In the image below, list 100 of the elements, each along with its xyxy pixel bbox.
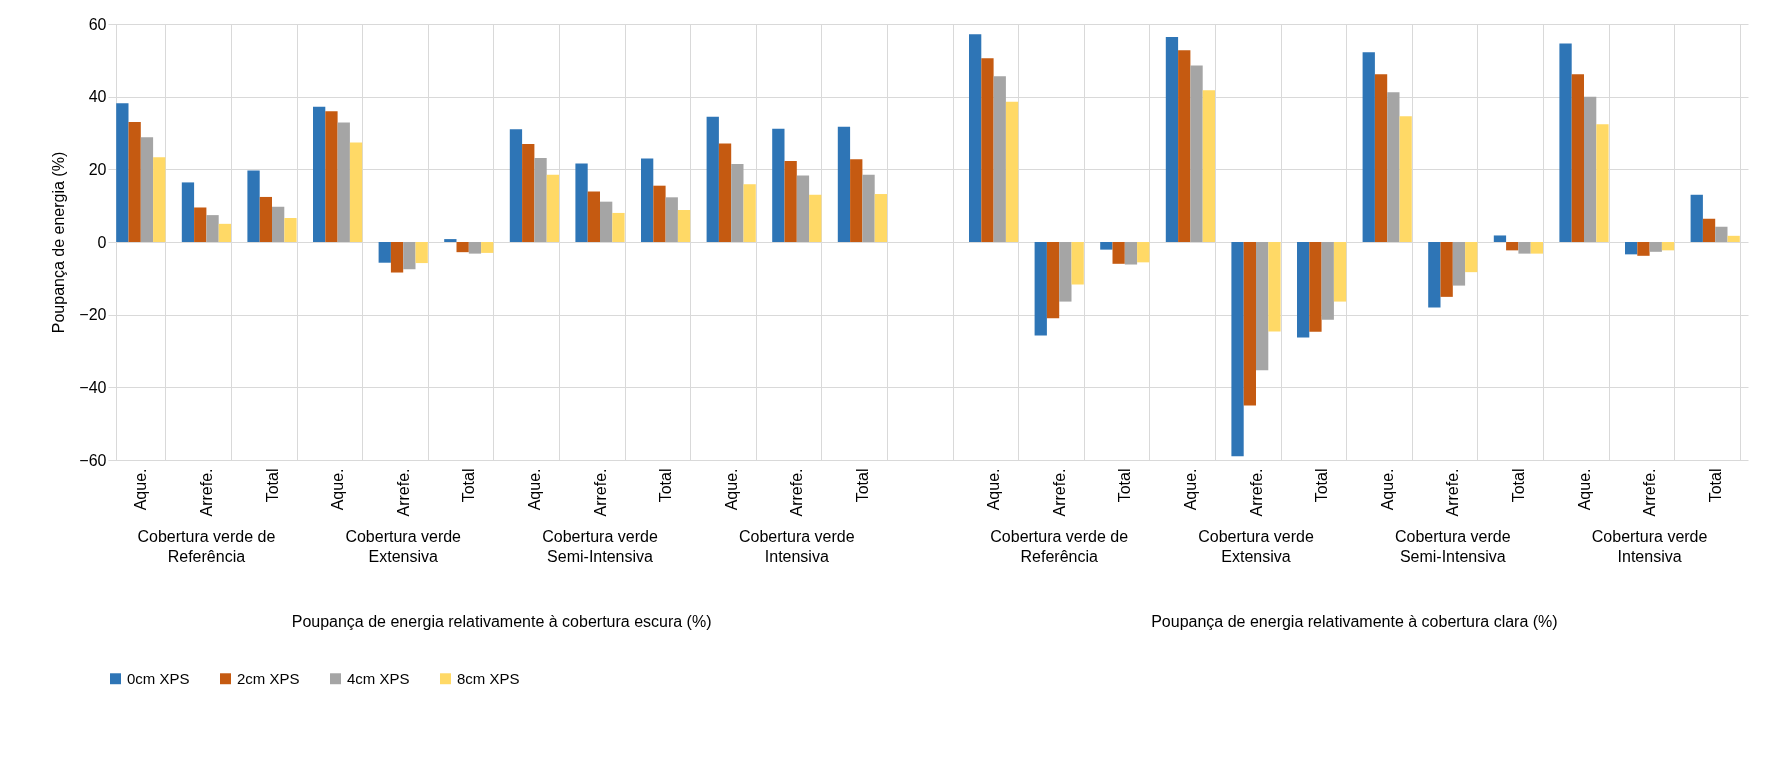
bar — [969, 34, 982, 242]
bar — [1034, 242, 1047, 336]
bar — [1178, 50, 1191, 242]
text: Cobertura verde Intensiva — [1591, 528, 1708, 566]
text: Cobertura verde Extensiva — [1198, 528, 1314, 566]
x-tick-label: Aque. — [1181, 468, 1199, 511]
bar — [1112, 242, 1125, 264]
x-tick-label: Total — [1706, 468, 1724, 503]
bar — [731, 163, 744, 242]
text: Cobertura verde Intensiva — [738, 528, 855, 566]
bar — [116, 103, 129, 242]
bar — [1702, 218, 1716, 242]
bar — [337, 122, 350, 242]
bar — [546, 174, 559, 242]
x-tick-label: Total — [657, 468, 675, 503]
bar — [706, 116, 719, 242]
bar — [1243, 242, 1256, 406]
x-tick-label: Total — [1509, 468, 1527, 503]
bar — [575, 163, 588, 242]
bar — [1428, 242, 1441, 308]
legend-label: 2cm XPS — [237, 669, 300, 687]
bar — [874, 194, 887, 242]
bar — [677, 210, 691, 242]
bar — [1387, 92, 1400, 242]
bar — [612, 212, 625, 242]
bar — [653, 185, 666, 242]
x-tick-label: Aque. — [1378, 468, 1396, 511]
x-tick-label: Total — [1116, 468, 1134, 503]
bar — [1137, 242, 1150, 263]
bar — [1625, 242, 1638, 255]
x-tick-label: Arrefe. — [1444, 468, 1462, 517]
bar — [1571, 74, 1584, 242]
bar — [1440, 242, 1453, 297]
bar — [1518, 242, 1531, 254]
x-tick-label: Arrefe. — [1050, 468, 1068, 517]
bar — [1165, 37, 1179, 242]
bar — [784, 160, 797, 242]
bar — [1100, 242, 1113, 250]
text: Cobertura verde Semi-Intensiva — [1394, 528, 1511, 566]
bar — [313, 106, 326, 242]
bar — [862, 174, 875, 242]
x-tick-label: Aque. — [1575, 468, 1593, 511]
x-tick-label: Aque. — [132, 468, 150, 511]
bar — [1268, 242, 1281, 332]
x-tick-label: Arrefe. — [788, 468, 806, 517]
bar — [1333, 242, 1347, 302]
bar — [284, 218, 297, 242]
bar — [403, 242, 416, 270]
bar — [468, 242, 482, 254]
y-tick-label: 0 — [97, 233, 107, 251]
bar — [1506, 242, 1519, 251]
bar — [128, 122, 141, 242]
bar — [809, 194, 822, 242]
bar — [1559, 43, 1572, 242]
bar — [456, 242, 469, 253]
text: Cobertura verde de Referência — [137, 528, 276, 566]
bar — [534, 158, 547, 242]
bar — [1046, 242, 1060, 319]
bar — [444, 239, 457, 242]
legend-label: 4cm XPS — [347, 669, 410, 687]
y-tick-label: 20 — [88, 160, 107, 178]
y-tick-label: −60 — [79, 451, 107, 469]
x-tick-label: Total — [853, 468, 871, 503]
bar — [1452, 242, 1466, 286]
bar — [1362, 52, 1375, 242]
bar — [181, 182, 195, 242]
bar — [247, 170, 260, 242]
bar — [1690, 194, 1703, 242]
bar — [1637, 242, 1650, 256]
bar — [259, 196, 272, 242]
legend-label: 0cm XPS — [127, 669, 190, 687]
x-tick-label: Arrefe. — [1641, 468, 1659, 517]
bar — [1661, 242, 1675, 251]
bar — [509, 129, 523, 242]
bar — [1190, 65, 1203, 242]
bar — [796, 175, 810, 242]
bar — [587, 191, 600, 242]
bar — [481, 242, 494, 253]
bar — [206, 215, 219, 242]
x-tick-label: Arrefe. — [591, 468, 609, 517]
y-tick-label: 60 — [88, 15, 107, 33]
bar — [1584, 96, 1597, 242]
bar — [1399, 116, 1412, 242]
text: Cobertura verde de Referência — [990, 528, 1129, 566]
x-tick-label: Aque. — [329, 468, 347, 511]
bar — [218, 223, 231, 242]
bar — [522, 143, 535, 242]
bar — [1530, 242, 1543, 254]
bar — [272, 206, 285, 242]
bar — [153, 157, 166, 242]
bar — [1297, 242, 1310, 338]
bar — [641, 158, 654, 242]
bar — [772, 128, 785, 242]
bar — [1256, 242, 1269, 371]
text: Cobertura verde Extensiva — [345, 528, 462, 566]
bar — [1596, 124, 1609, 242]
bar — [1231, 242, 1244, 457]
bar — [390, 242, 404, 273]
bar — [1059, 242, 1072, 302]
bar — [1309, 242, 1322, 332]
